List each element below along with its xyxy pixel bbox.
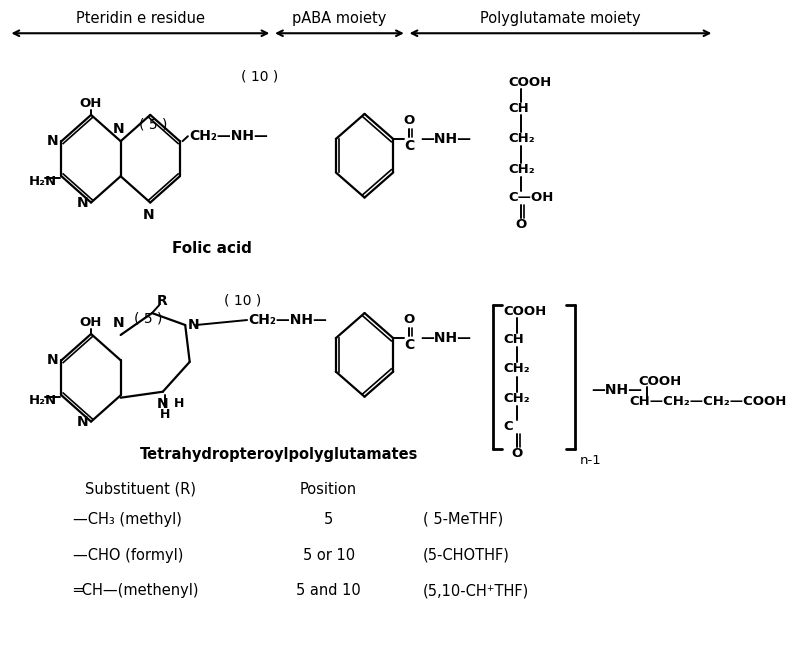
Text: —NH—: —NH— [591,382,642,397]
Text: O: O [511,447,522,461]
Text: (5-CHOTHF): (5-CHOTHF) [423,548,510,563]
Text: CH₂: CH₂ [508,132,534,145]
Text: N: N [47,134,58,148]
Text: O: O [404,114,415,127]
Text: ( 10 ): ( 10 ) [241,69,278,83]
Text: C—OH: C—OH [508,191,554,203]
Text: —NH—: —NH— [420,331,471,345]
Text: Folic acid: Folic acid [172,241,252,256]
Text: pABA moiety: pABA moiety [292,11,386,26]
Text: H: H [174,397,184,410]
Text: CH—CH₂—CH₂—COOH: CH—CH₂—CH₂—COOH [629,395,786,408]
Text: H₂N: H₂N [29,394,57,407]
Text: C: C [503,420,513,432]
Text: N: N [47,354,58,367]
Text: OH: OH [80,97,102,110]
Text: COOH: COOH [503,305,546,318]
Text: N: N [77,195,88,209]
Text: O: O [516,218,527,232]
Text: ( 5 ): ( 5 ) [138,117,167,131]
Text: CH: CH [503,333,524,346]
Text: Position: Position [300,482,358,497]
Text: N: N [77,415,88,428]
Text: COOH: COOH [508,76,551,89]
Text: CH: CH [508,102,529,115]
Text: N: N [113,122,125,136]
Text: N: N [113,316,125,330]
Text: —NH—: —NH— [420,132,471,146]
Text: ( 10 ): ( 10 ) [224,293,261,307]
Text: CH₂: CH₂ [503,362,530,375]
Text: CH₂: CH₂ [508,163,534,176]
Text: ( 5-MeTHF): ( 5-MeTHF) [423,512,503,527]
Text: H: H [159,407,170,420]
Text: (5,10-CH⁺THF): (5,10-CH⁺THF) [423,583,529,598]
Text: —CH₃ (methyl): —CH₃ (methyl) [73,512,182,527]
Text: 5 or 10: 5 or 10 [302,548,354,563]
Text: CH₂: CH₂ [503,392,530,405]
Text: N: N [157,397,169,411]
Text: n-1: n-1 [580,455,602,468]
Text: —CHO (formyl): —CHO (formyl) [73,548,183,563]
Text: N: N [142,207,154,222]
Text: R: R [157,294,167,308]
Text: H₂N: H₂N [29,174,57,188]
Text: COOH: COOH [638,375,682,388]
Text: CH₂—NH—: CH₂—NH— [189,129,268,143]
Text: C: C [404,338,414,352]
Text: 5 and 10: 5 and 10 [296,583,361,598]
Text: Polyglutamate moiety: Polyglutamate moiety [480,11,640,26]
Text: OH: OH [80,316,102,329]
Text: Substituent (R): Substituent (R) [85,482,196,497]
Text: C: C [404,139,414,153]
Text: O: O [404,313,415,326]
Text: Tetrahydropteroylpolyglutamates: Tetrahydropteroylpolyglutamates [140,447,418,462]
Text: CH₂—NH—: CH₂—NH— [248,313,327,327]
Text: 5: 5 [324,512,334,527]
Text: ( 5 ): ( 5 ) [134,311,162,325]
Text: ═CH—(methenyl): ═CH—(methenyl) [73,583,198,598]
Text: N: N [188,318,199,332]
Text: Pteridin e residue: Pteridin e residue [76,11,205,26]
